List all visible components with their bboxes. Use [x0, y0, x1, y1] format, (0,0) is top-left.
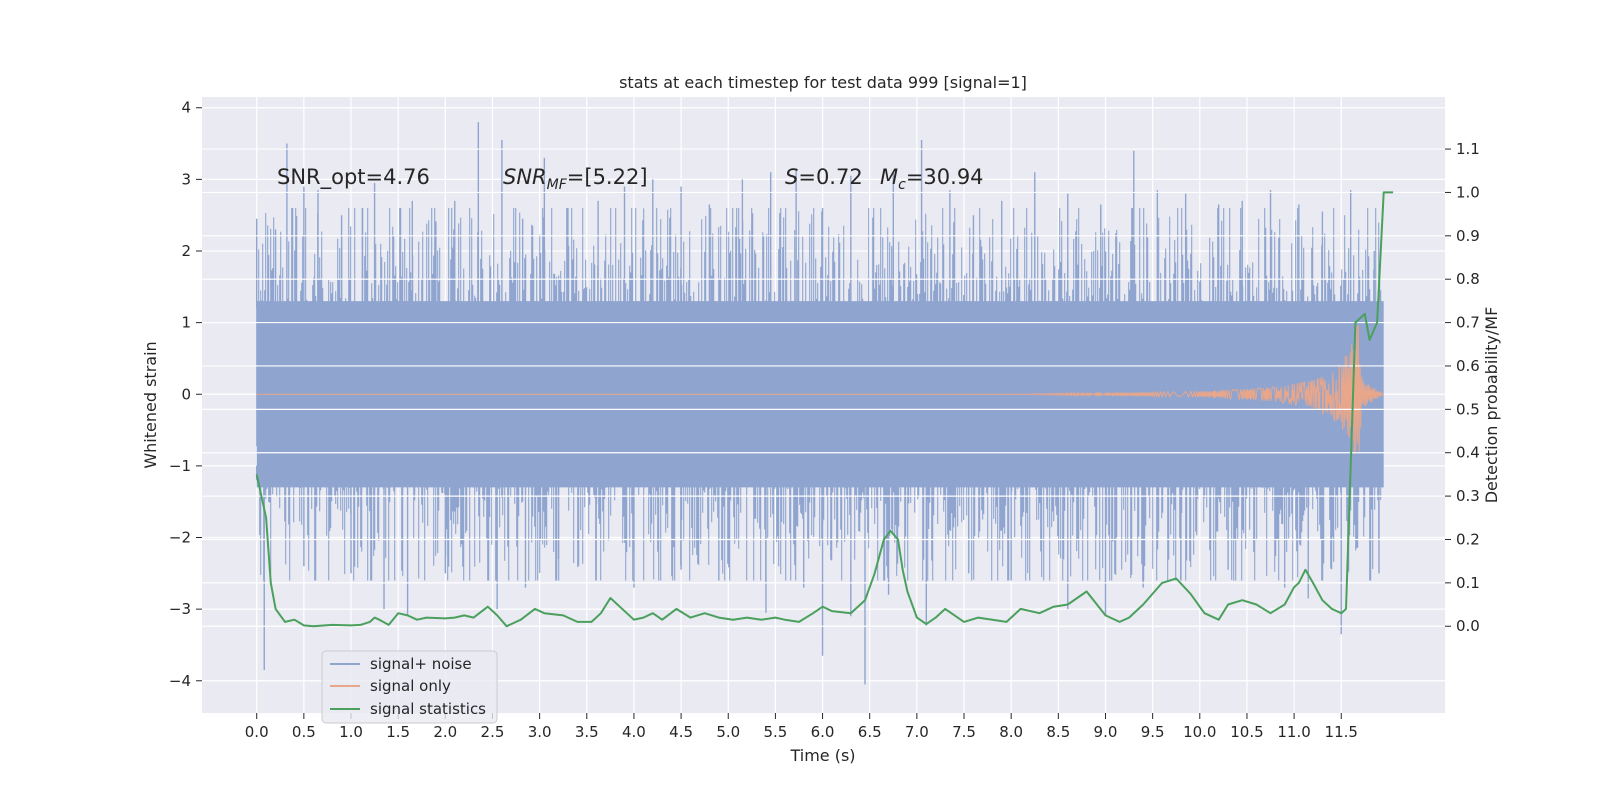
- x-tick-label: 2.0: [433, 723, 457, 741]
- x-tick-label: 0.0: [245, 723, 269, 741]
- chart-title: stats at each timestep for test data 999…: [619, 73, 1027, 92]
- annotation-snr-mf-main: SNR: [503, 165, 547, 189]
- x-tick-label: 5.0: [716, 723, 740, 741]
- legend-label-signal-only: signal only: [370, 677, 451, 695]
- x-tick-label: 11.5: [1325, 723, 1358, 741]
- y-tick-label: 2: [181, 242, 191, 260]
- x-tick-label: 8.0: [999, 723, 1023, 741]
- x-tick-label: 11.0: [1277, 723, 1310, 741]
- annotation-snr-mf-rest: =[5.22]: [567, 165, 648, 189]
- annotation-spin-main: S: [785, 165, 798, 189]
- annotation-spin: S=0.72: [785, 165, 863, 189]
- y-tick-label: 3: [181, 170, 191, 188]
- y-right-tick-label: 0.0: [1456, 617, 1480, 635]
- annotation-chirp-mass-rest: =30.94: [906, 165, 984, 189]
- x-tick-label: 6.0: [811, 723, 835, 741]
- statistics-line: [255, 191, 1394, 628]
- annotation-chirp-mass-main: M: [880, 165, 898, 189]
- series-signal-statistics: [255, 191, 1394, 628]
- annotation-chirp-mass-sub: c: [898, 177, 906, 193]
- x-tick-label: 5.5: [763, 723, 787, 741]
- legend-label-signal-noise: signal+ noise: [370, 655, 472, 673]
- y-right-tick-label: 0.5: [1456, 400, 1480, 418]
- y-right-tick-label: 1.1: [1456, 140, 1480, 158]
- y-right-tick-label: 0.9: [1456, 227, 1480, 245]
- annotation-chirp-mass: Mc=30.94: [880, 165, 984, 193]
- y-axis-right-label: Detection probability/MF: [1482, 307, 1501, 504]
- legend: signal+ noise signal only signal statist…: [321, 650, 498, 724]
- x-tick-label: 3.0: [528, 723, 552, 741]
- y-tick-label: 1: [181, 314, 191, 332]
- y-tick-label: −4: [169, 672, 191, 690]
- x-tick-label: 10.0: [1183, 723, 1216, 741]
- y-right-tick-label: 0.6: [1456, 357, 1480, 375]
- y-tick-label: 4: [181, 99, 191, 117]
- y-right-tick-label: 0.7: [1456, 314, 1480, 332]
- x-tick-label: 7.5: [952, 723, 976, 741]
- y-right-tick-label: 0.8: [1456, 270, 1480, 288]
- x-axis-label: Time (s): [789, 746, 855, 765]
- x-tick-label: 9.0: [1094, 723, 1118, 741]
- x-tick-label: 1.5: [386, 723, 410, 741]
- x-tick-label: 6.5: [858, 723, 882, 741]
- x-tick-label: 3.5: [575, 723, 599, 741]
- x-tick-label: 7.0: [905, 723, 929, 741]
- y-right-tick-label: 0.2: [1456, 530, 1480, 548]
- y-right-tick-label: 0.1: [1456, 574, 1480, 592]
- y-tick-label: −3: [169, 600, 191, 618]
- signal-trace: [256, 324, 1384, 455]
- grid-right: [202, 148, 1445, 627]
- ticks: 4 3 2 1 0 −1 −2 −3 −4 0.0 0.5 1.0 1.5 2.0 2.5 3.0 3.5 4.0…: [169, 99, 1480, 741]
- x-tick-label: 10.5: [1230, 723, 1263, 741]
- annotation-snr-mf-sub: MF: [547, 177, 568, 193]
- y-right-tick-label: 0.3: [1456, 487, 1480, 505]
- x-tick-label: 8.5: [1046, 723, 1070, 741]
- legend-box: [321, 650, 498, 724]
- x-tick-label: 4.0: [622, 723, 646, 741]
- annotation-snr-mf: SNRMF=[5.22]: [503, 165, 648, 193]
- x-tick-label: 4.5: [669, 723, 693, 741]
- y-tick-label: 0: [181, 385, 191, 403]
- y-axis-label: Whitened strain: [141, 341, 160, 468]
- x-tick-label: 9.5: [1141, 723, 1165, 741]
- legend-label-signal-statistics: signal statistics: [370, 700, 486, 718]
- y-right-tick-label: 1.0: [1456, 183, 1480, 201]
- x-tick-label: 2.5: [481, 723, 505, 741]
- y-tick-label: −1: [169, 457, 191, 475]
- y-tick-label: −2: [169, 529, 191, 547]
- series-signal-only: [256, 324, 1384, 455]
- x-tick-label: 0.5: [292, 723, 316, 741]
- y-right-tick-label: 0.4: [1456, 444, 1480, 462]
- annotation-spin-rest: =0.72: [798, 165, 862, 189]
- x-tick-label: 1.0: [339, 723, 363, 741]
- annotation-snr-opt: SNR_opt=4.76: [277, 165, 430, 190]
